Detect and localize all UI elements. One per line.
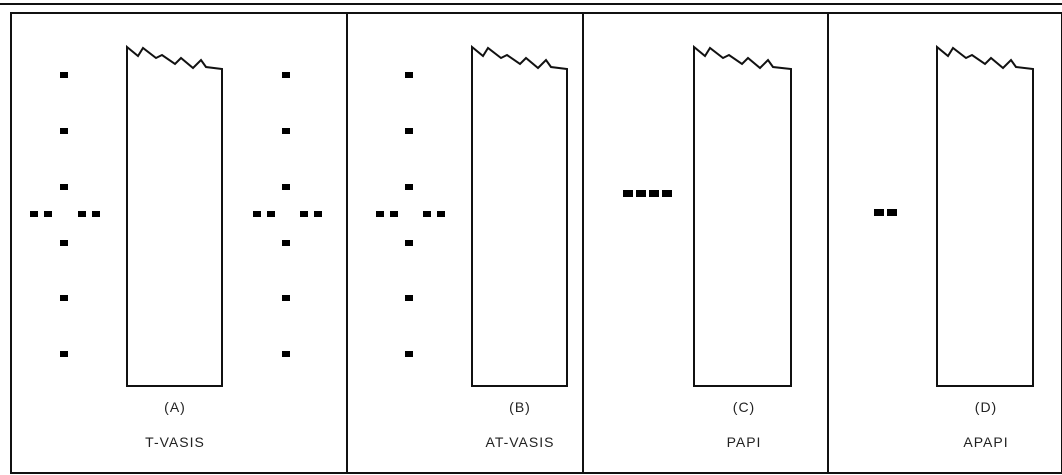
panel-caption: PAPI (727, 434, 762, 450)
panel-frame (346, 12, 584, 474)
panel-letter: (D) (975, 399, 997, 415)
light-units-left (30, 72, 100, 357)
light-units-left (376, 72, 445, 357)
panel-frame (827, 12, 1062, 474)
light-units (874, 209, 897, 216)
panel-caption: APAPI (963, 434, 1008, 450)
runway-outline (693, 44, 792, 387)
light-units-right (253, 72, 322, 357)
panel-caption: T-VASIS (145, 434, 205, 450)
panel-letter: (C) (733, 399, 755, 415)
panel-letter: (A) (164, 399, 186, 415)
panel-caption: AT-VASIS (486, 434, 555, 450)
light-units (623, 190, 672, 197)
panel-at-vasis: (B) AT-VASIS (346, 12, 584, 474)
panel-letter: (B) (509, 399, 531, 415)
page-mark: ’ ‘ (1034, 0, 1042, 6)
panel-t-vasis: (A) T-VASIS (10, 12, 348, 474)
panel-apapi: (D) APAPI (827, 12, 1062, 474)
runway-outline (936, 44, 1034, 387)
panel-papi: (C) PAPI (582, 12, 829, 474)
runway-outline (471, 44, 568, 387)
runway-outline (126, 44, 223, 387)
